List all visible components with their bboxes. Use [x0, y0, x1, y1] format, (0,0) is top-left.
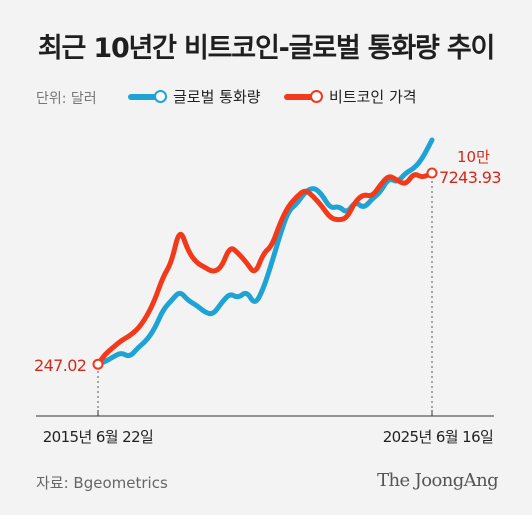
source-note: 자료: Bgeometrics	[36, 474, 168, 492]
legend-label: 글로벌 통화량	[173, 88, 261, 106]
start-point-marker	[92, 358, 104, 370]
end-value-label-line1: 10만	[457, 148, 490, 166]
end-point-marker	[426, 167, 438, 179]
series-line-bitcoin-price	[95, 170, 435, 367]
legend-swatch	[284, 93, 314, 100]
legend-swatch	[128, 93, 158, 100]
chart-title: 최근 10년간 비트코인-글로벌 통화량 추이	[37, 33, 495, 64]
legend-label: 비트코인 가격	[329, 88, 417, 106]
unit-label: 단위: 달러	[36, 91, 97, 107]
legend-marker	[154, 90, 167, 103]
legend-marker	[310, 90, 323, 103]
x-tick-label-start: 2015년 6월 22일	[43, 428, 154, 446]
brand-logo: The JoongAng	[377, 470, 499, 491]
series-line-money-supply	[95, 137, 435, 367]
legend-item-money-supply: 글로벌 통화량	[128, 86, 261, 107]
start-value-label: 247.02	[34, 356, 86, 375]
x-tick-label-end: 2025년 6월 16일	[383, 428, 494, 446]
series-group	[92, 137, 438, 370]
legend-item-bitcoin-price: 비트코인 가격	[284, 86, 417, 107]
end-value-label-line2: 7243.93	[439, 168, 501, 187]
